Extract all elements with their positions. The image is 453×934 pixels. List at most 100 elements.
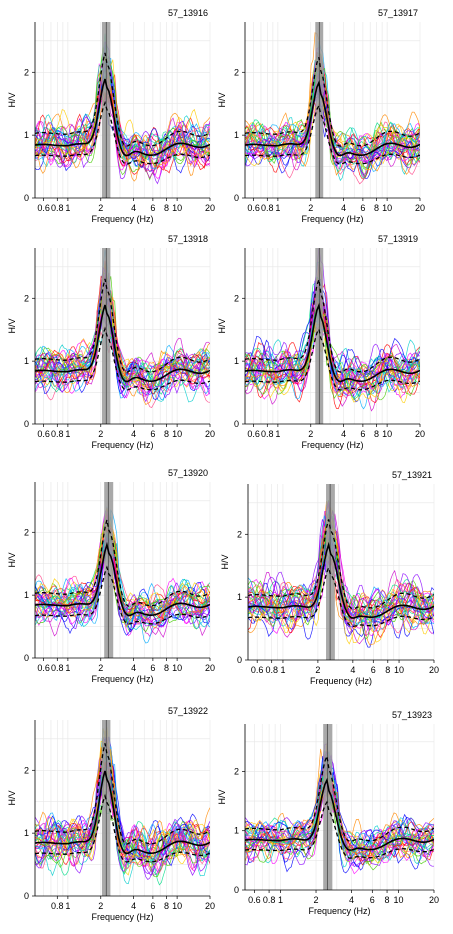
x-axis-label: Frequency (Hz) bbox=[301, 214, 363, 224]
window-curve bbox=[35, 87, 210, 182]
average-curves bbox=[35, 743, 210, 863]
x-tick-label: 20 bbox=[429, 895, 439, 905]
window-curve bbox=[35, 67, 210, 163]
chart-title: 57_13917 bbox=[378, 8, 418, 18]
x-tick-label: 8 bbox=[385, 665, 390, 675]
window-curve bbox=[35, 41, 210, 161]
std-upper-curve bbox=[245, 57, 420, 147]
x-tick-label: 10 bbox=[172, 203, 182, 213]
x-tick-label: 8 bbox=[164, 901, 169, 911]
mean-curve bbox=[245, 777, 434, 852]
x-tick-label: 20 bbox=[205, 901, 215, 911]
average-curves bbox=[35, 52, 210, 165]
window-curve bbox=[245, 248, 420, 392]
std-lower-curve bbox=[248, 565, 434, 628]
x-tick-label: 4 bbox=[350, 665, 355, 675]
window-curve bbox=[35, 305, 210, 402]
mean-curve bbox=[35, 304, 210, 383]
y-tick-label: 0 bbox=[24, 891, 29, 901]
y-tick-label: 0 bbox=[237, 655, 242, 665]
std-upper-curve bbox=[245, 753, 434, 843]
window-curve bbox=[245, 294, 420, 410]
window-curve bbox=[35, 769, 210, 876]
window-curve bbox=[245, 781, 434, 868]
x-tick-label: 10 bbox=[393, 895, 403, 905]
x-tick-label: 10 bbox=[172, 901, 182, 911]
mean-curve bbox=[245, 79, 420, 157]
chart-title: 57_13916 bbox=[168, 8, 208, 18]
x-tick-label: 4 bbox=[131, 429, 136, 439]
window-curve bbox=[35, 763, 210, 864]
x-tick-label: 6 bbox=[150, 663, 155, 673]
y-tick-label: 2 bbox=[24, 293, 29, 303]
x-tick-label: 0.8 bbox=[51, 901, 64, 911]
window-curve bbox=[35, 88, 210, 171]
x-tick-label: 0.6 bbox=[247, 429, 260, 439]
x-tick-label: 0.6 bbox=[247, 203, 260, 213]
std-upper-curve bbox=[248, 519, 434, 610]
window-curve bbox=[245, 769, 434, 859]
y-axis-label: H/V bbox=[217, 92, 227, 107]
y-tick-label: 2 bbox=[234, 293, 239, 303]
window-curve bbox=[245, 65, 420, 176]
x-tick-label: 0.6 bbox=[37, 663, 50, 673]
y-axis-label: H/V bbox=[7, 790, 17, 805]
window-curve bbox=[35, 56, 210, 162]
mean-curve bbox=[245, 302, 420, 383]
window-curve bbox=[35, 532, 210, 644]
average-curves bbox=[245, 753, 434, 859]
window-curves bbox=[35, 506, 210, 644]
window-curve bbox=[245, 295, 420, 410]
window-curves bbox=[245, 32, 420, 185]
x-axis-label: Frequency (Hz) bbox=[91, 674, 153, 684]
x-axis-label: Frequency (Hz) bbox=[91, 440, 153, 450]
window-curve bbox=[35, 64, 210, 185]
x-tick-label: 2 bbox=[315, 665, 320, 675]
y-axis-label: H/V bbox=[7, 552, 17, 567]
y-tick-label: 0 bbox=[234, 193, 239, 203]
y-tick-label: 1 bbox=[234, 130, 239, 140]
y-tick-label: 1 bbox=[24, 590, 29, 600]
window-curve bbox=[35, 272, 210, 385]
average-curves bbox=[35, 519, 210, 625]
x-tick-label: 0.8 bbox=[51, 663, 64, 673]
x-tick-label: 8 bbox=[385, 895, 390, 905]
x-tick-label: 1 bbox=[65, 663, 70, 673]
window-curve bbox=[35, 325, 210, 408]
x-tick-label: 4 bbox=[349, 895, 354, 905]
y-axis-label: H/V bbox=[217, 789, 227, 804]
y-tick-label: 0 bbox=[24, 653, 29, 663]
x-tick-label: 6 bbox=[150, 203, 155, 213]
window-curve bbox=[248, 534, 434, 634]
x-axis-label: Frequency (Hz) bbox=[310, 676, 372, 686]
window-curve bbox=[245, 60, 420, 182]
x-tick-label: 1 bbox=[65, 901, 70, 911]
x-tick-label: 4 bbox=[341, 429, 346, 439]
x-tick-label: 1 bbox=[65, 203, 70, 213]
chart-title: 57_13922 bbox=[168, 706, 208, 716]
y-tick-label: 0 bbox=[234, 419, 239, 429]
window-curve bbox=[245, 778, 434, 862]
x-tick-label: 6 bbox=[360, 429, 365, 439]
x-tick-label: 0.8 bbox=[261, 429, 274, 439]
x-tick-label: 0.6 bbox=[37, 429, 50, 439]
x-tick-label: 0.8 bbox=[261, 203, 274, 213]
x-tick-label: 2 bbox=[98, 901, 103, 911]
y-tick-label: 2 bbox=[24, 67, 29, 77]
x-tick-label: 2 bbox=[308, 203, 313, 213]
x-tick-label: 6 bbox=[360, 203, 365, 213]
y-axis-label: H/V bbox=[220, 554, 230, 569]
x-tick-label: 20 bbox=[205, 203, 215, 213]
window-curve bbox=[35, 79, 210, 179]
y-tick-label: 1 bbox=[24, 356, 29, 366]
x-tick-label: 10 bbox=[172, 429, 182, 439]
std-lower-curve bbox=[35, 100, 210, 165]
x-tick-label: 6 bbox=[370, 895, 375, 905]
